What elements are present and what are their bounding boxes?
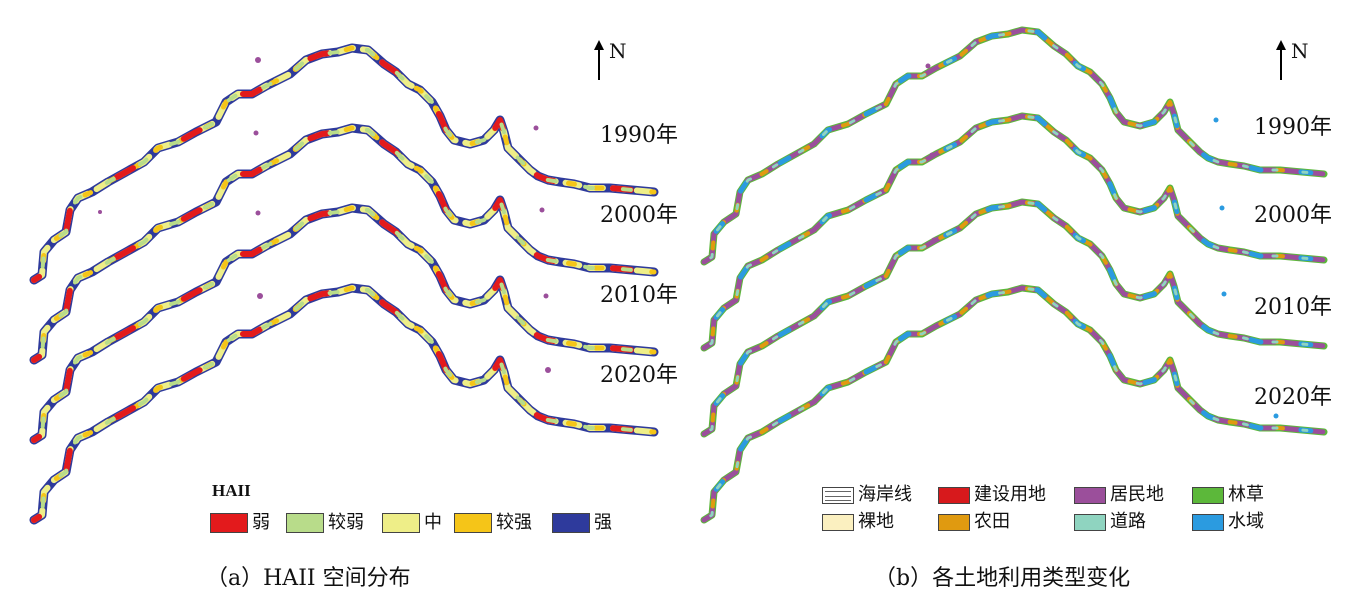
islets bbox=[925, 63, 1279, 419]
year-label-2000: 2000年 bbox=[600, 203, 678, 228]
caption-b: （b）各土地利用类型变化 bbox=[874, 566, 1131, 591]
legend-item-residential: 居民地 bbox=[1074, 484, 1164, 506]
landuse-coast-strands bbox=[704, 30, 1324, 520]
legend-swatch bbox=[822, 513, 854, 531]
legend-title: HAII bbox=[212, 481, 251, 500]
legend-item-construction: 建设用地 bbox=[938, 484, 1046, 506]
legend-swatch bbox=[1192, 513, 1224, 531]
legend-swatch bbox=[210, 513, 248, 533]
north-arrow bbox=[1276, 40, 1286, 80]
caption-a: （a）HAII 空间分布 bbox=[206, 566, 411, 591]
north-label: N bbox=[1291, 39, 1309, 63]
legend-swatch bbox=[454, 513, 492, 533]
year-label-2000: 2000年 bbox=[1254, 203, 1332, 228]
legend-swatch bbox=[1074, 513, 1106, 531]
legend-item-water: 水域 bbox=[1192, 511, 1264, 533]
legend-item-farmland: 农田 bbox=[938, 511, 1010, 533]
legend-label: 较强 bbox=[496, 512, 532, 533]
legend-item-forest: 林草 bbox=[1192, 484, 1264, 506]
north-arrow bbox=[594, 40, 604, 80]
coastline-line-icon bbox=[822, 486, 854, 504]
legend-swatch bbox=[938, 513, 970, 531]
legend-item-bare: 裸地 bbox=[822, 511, 894, 533]
year-label-2020: 2020年 bbox=[1254, 385, 1332, 410]
legend-item-coastline: 海岸线 bbox=[822, 484, 912, 506]
strand-2020 bbox=[34, 288, 654, 520]
legend-swatch bbox=[382, 513, 420, 533]
legend-label: 裸地 bbox=[858, 511, 894, 532]
legend-swatch bbox=[552, 513, 590, 533]
strand-1990 bbox=[34, 48, 654, 280]
legend-label: 农田 bbox=[974, 511, 1010, 532]
strand-2010 bbox=[34, 208, 654, 440]
north-label: N bbox=[609, 39, 627, 63]
legend-item-weaker: 较弱 bbox=[286, 512, 364, 534]
strand-2000 bbox=[34, 128, 654, 360]
haii-coast-map bbox=[0, 40, 676, 560]
legend-label: 林草 bbox=[1228, 484, 1264, 505]
legend-label: 中 bbox=[424, 512, 442, 533]
legend-swatch bbox=[1074, 486, 1106, 504]
landuse-coast-map bbox=[676, 0, 1353, 560]
legend-item-road: 道路 bbox=[1074, 511, 1146, 533]
legend-label: 居民地 bbox=[1110, 484, 1164, 505]
legend-swatch bbox=[1192, 486, 1224, 504]
legend-label: 水域 bbox=[1228, 511, 1264, 532]
islets bbox=[98, 57, 551, 373]
legend-swatch bbox=[938, 486, 970, 504]
year-label-1990: 1990年 bbox=[1254, 115, 1332, 140]
legend-item-medium: 中 bbox=[382, 512, 442, 534]
legend-swatch bbox=[286, 513, 324, 533]
haii-coast-strands bbox=[34, 48, 654, 520]
year-label-2020: 2020年 bbox=[600, 363, 678, 388]
legend-label: 弱 bbox=[252, 512, 270, 533]
legend-item-strong: 强 bbox=[552, 512, 612, 534]
year-label-2010: 2010年 bbox=[600, 283, 678, 308]
year-label-1990: 1990年 bbox=[600, 123, 678, 148]
legend-item-stronger: 较强 bbox=[454, 512, 532, 534]
panel-a-haii-map: N 1990年 2000年 2010年 2020年 HAII 弱 较弱 中 较强… bbox=[0, 0, 678, 598]
year-label-2010: 2010年 bbox=[1254, 295, 1332, 320]
panel-b-landuse-map: N 1990年 2000年 2010年 2020年 海岸线 建设用地 居民地 林… bbox=[676, 0, 1353, 598]
legend-label: 较弱 bbox=[328, 512, 364, 533]
legend-label: 强 bbox=[594, 512, 612, 533]
strand-1990 bbox=[704, 30, 1324, 262]
legend-item-weak: 弱 bbox=[210, 512, 270, 534]
legend-label: 建设用地 bbox=[974, 484, 1046, 505]
legend-label: 道路 bbox=[1110, 511, 1146, 532]
legend-label: 海岸线 bbox=[858, 484, 912, 505]
